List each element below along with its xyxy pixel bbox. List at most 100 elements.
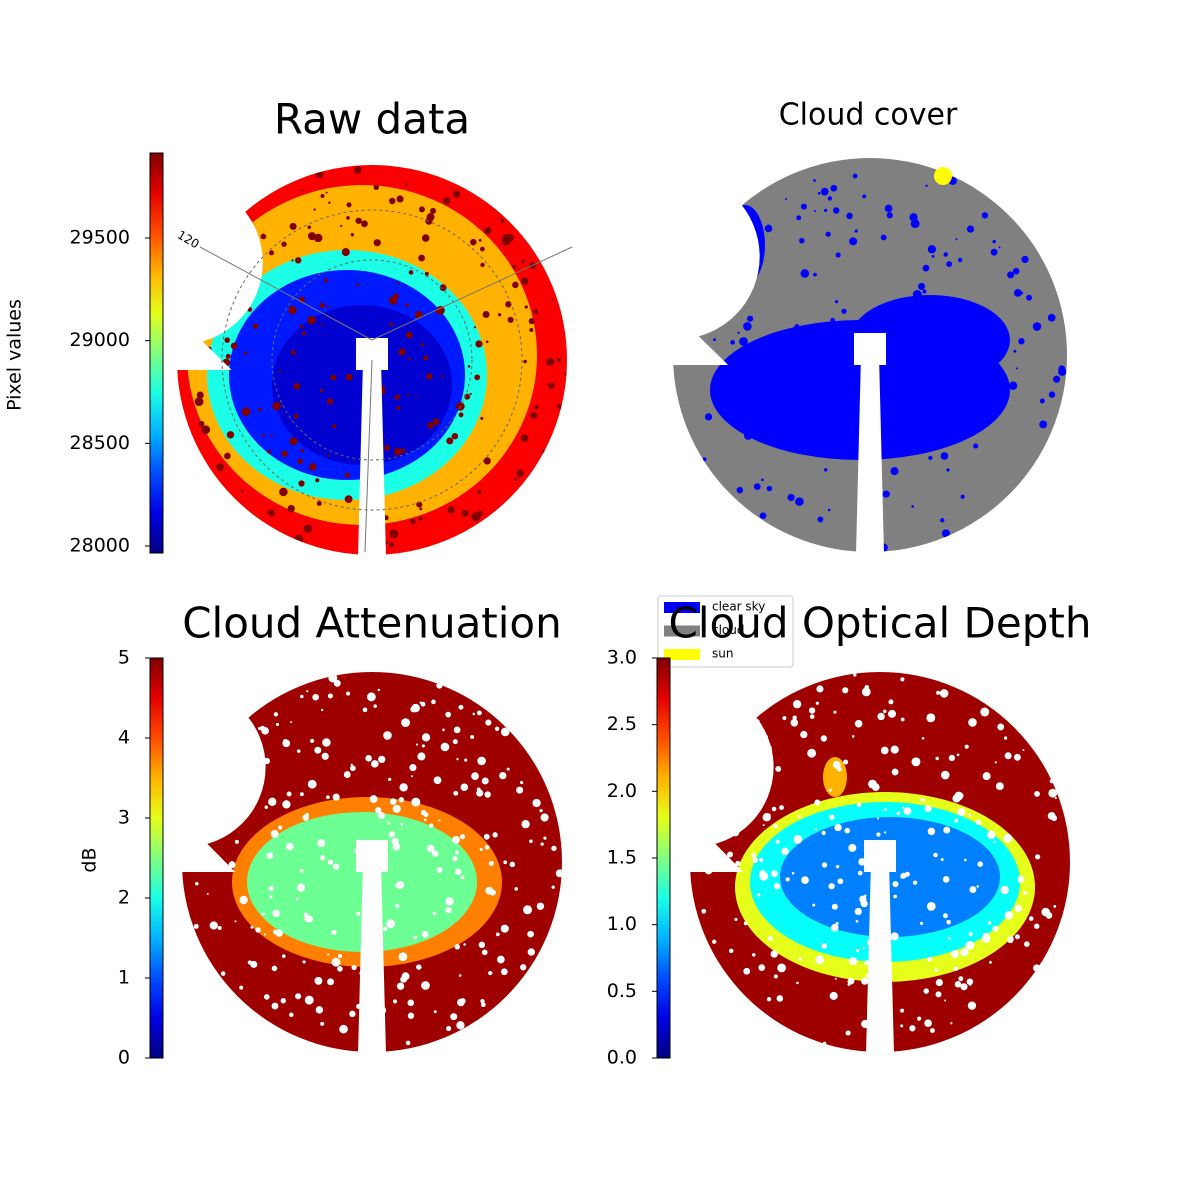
texture-dot — [433, 776, 442, 785]
texture-dot — [953, 966, 959, 972]
texture-dot — [539, 809, 543, 813]
texture-dot — [954, 791, 964, 801]
texture-dot — [272, 929, 278, 935]
texture-dot — [350, 763, 353, 766]
texture-dot — [964, 744, 969, 749]
texture-dot — [455, 868, 462, 875]
texture-dot — [813, 272, 817, 277]
texture-dot — [858, 858, 866, 866]
texture-dot — [830, 923, 839, 932]
texture-dot — [340, 224, 343, 227]
texture-dot — [481, 949, 488, 956]
texture-dot — [943, 826, 951, 834]
texture-dot — [807, 342, 810, 345]
texture-dot — [800, 203, 807, 210]
texture-dot — [304, 995, 314, 1005]
texture-dot — [243, 351, 248, 355]
y-tick-label: 1 — [118, 967, 130, 989]
texture-dot — [475, 340, 483, 348]
texture-dot — [808, 707, 816, 714]
texture-dot — [551, 845, 557, 852]
texture-dot — [478, 941, 486, 949]
texture-dot — [832, 761, 841, 769]
texture-dot — [479, 847, 483, 852]
texture-dot — [281, 450, 288, 457]
texture-dot — [737, 331, 740, 334]
texture-dot — [1000, 885, 1009, 895]
y-tick-label: 3 — [118, 807, 130, 829]
texture-dot — [416, 501, 423, 508]
texture-dot — [396, 880, 405, 889]
texture-dot — [389, 296, 398, 305]
texture-dot — [294, 257, 302, 264]
texture-dot — [216, 463, 224, 471]
texture-dot — [371, 760, 379, 768]
texture-dot — [1004, 752, 1012, 760]
texture-dot — [548, 382, 555, 389]
texture-dot — [319, 855, 326, 861]
texture-dot — [829, 991, 838, 1000]
texture-dot — [315, 478, 320, 483]
texture-dot — [411, 703, 420, 713]
texture-dot — [384, 444, 391, 451]
texture-dot — [453, 726, 461, 734]
texture-dot — [919, 921, 924, 925]
texture-dot — [735, 860, 741, 866]
texture-dot — [1024, 941, 1030, 947]
texture-dot — [470, 735, 475, 739]
texture-dot — [339, 1024, 348, 1034]
texture-dot — [1053, 904, 1057, 908]
texture-dot — [320, 708, 324, 712]
texture-dot — [260, 233, 267, 240]
texture-dot — [799, 237, 805, 244]
texture-dot — [883, 709, 887, 714]
texture-dot — [820, 187, 829, 196]
texture-dot — [854, 907, 862, 916]
texture-dot — [327, 978, 335, 986]
texture-dot — [427, 421, 434, 429]
texture-dot — [981, 212, 989, 219]
polar-spoke — [199, 246, 373, 341]
texture-dot — [784, 439, 787, 442]
texture-dot — [861, 687, 871, 697]
texture-dot — [392, 999, 398, 1004]
texture-dot — [1021, 255, 1029, 263]
texture-dot — [460, 834, 466, 840]
texture-dot — [463, 943, 466, 946]
texture-dot — [433, 1010, 437, 1014]
texture-dot — [536, 902, 545, 911]
texture-dot — [946, 919, 951, 925]
texture-dot — [801, 876, 809, 885]
texture-dot — [303, 912, 309, 917]
texture-dot — [523, 359, 527, 364]
texture-dot — [426, 844, 435, 853]
texture-dot — [299, 792, 304, 797]
texture-dot — [747, 315, 754, 322]
texture-dot — [319, 388, 324, 393]
texture-dot — [417, 311, 422, 316]
texture-dot — [332, 793, 340, 801]
texture-dot — [902, 377, 906, 382]
texture-dot — [835, 921, 839, 925]
texture-dot — [250, 960, 258, 968]
texture-dot — [764, 224, 773, 233]
texture-dot — [464, 393, 471, 400]
texture-dot — [834, 823, 842, 832]
texture-dot — [884, 204, 893, 213]
texture-dot — [982, 932, 990, 940]
texture-dot — [773, 823, 778, 829]
texture-dot — [234, 839, 239, 844]
texture-dot — [326, 795, 330, 800]
texture-dot — [494, 726, 500, 731]
texture-dot — [446, 1025, 452, 1032]
texture-dot — [346, 215, 350, 220]
texture-dot — [418, 254, 425, 262]
texture-dot — [877, 712, 885, 721]
texture-dot — [546, 357, 555, 366]
texture-dot — [831, 903, 838, 910]
texture-dot — [476, 789, 484, 797]
texture-dot — [290, 350, 296, 356]
texture-dot — [432, 911, 437, 916]
texture-dot — [480, 262, 485, 268]
texture-dot — [458, 412, 464, 418]
